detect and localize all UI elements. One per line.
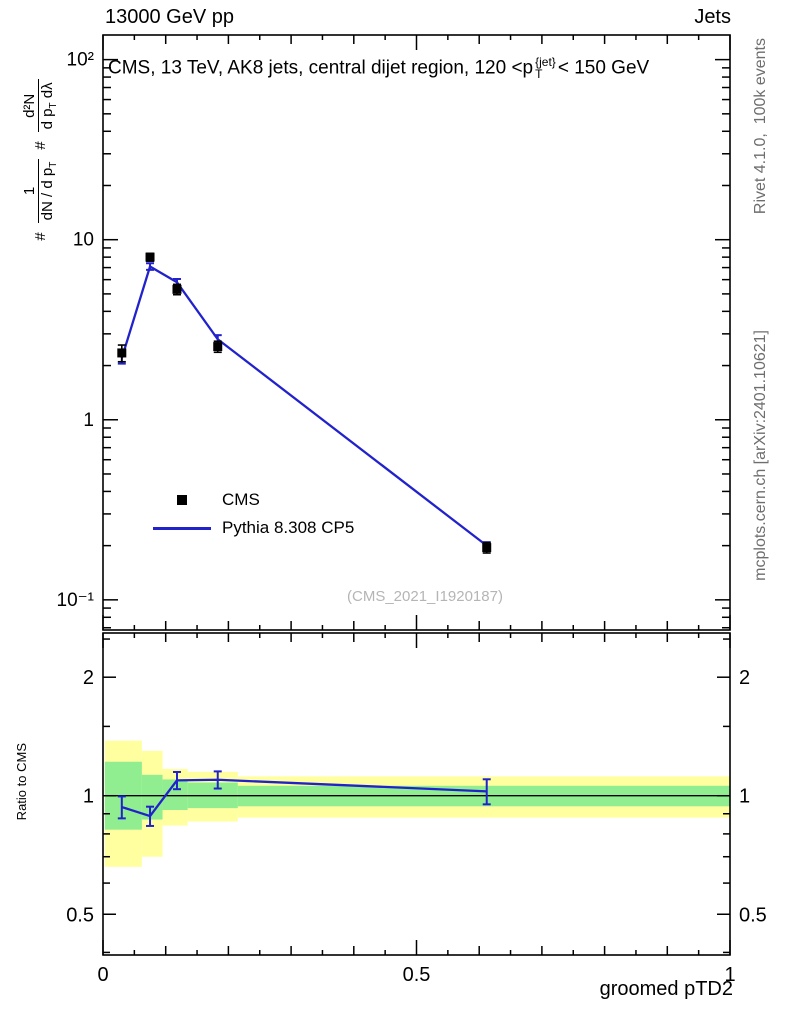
svg-text:10: 10: [73, 230, 94, 251]
svg-text:0: 0: [97, 964, 108, 986]
analysis-id-watermark: (CMS_2021_I1920187): [347, 588, 503, 605]
ylabel-frac1-den-sub: T: [47, 161, 59, 168]
ratio-series-pythia: [117, 770, 491, 827]
svg-text:2: 2: [739, 667, 750, 689]
ylabel-frac2-den-post: dλ: [38, 82, 56, 103]
svg-text:1: 1: [83, 786, 94, 808]
process-label: Jets: [694, 6, 731, 28]
svg-text:10²: 10²: [67, 50, 94, 71]
plot-title-prefix: CMS, 13 TeV, AK8 jets, central dijet reg…: [108, 57, 534, 79]
plot-title: CMS, 13 TeV, AK8 jets, central dijet reg…: [108, 55, 650, 82]
ratio-axis-label: Ratio to CMS: [14, 743, 29, 821]
svg-text:1: 1: [83, 410, 94, 431]
ylabel-fraction-1: 1 dN / d pT: [20, 158, 60, 224]
ylabel-hash-2: #: [31, 141, 49, 150]
svg-text:0.5: 0.5: [739, 904, 767, 926]
svg-text:0.5: 0.5: [403, 964, 431, 986]
rivet-version-label: Rivet 4.1.0, 100k events: [752, 38, 769, 215]
legend-marker-cell: [150, 495, 214, 505]
ylabel-frac1-den-text: dN / d p: [38, 167, 56, 221]
cms-square-marker-icon: [177, 495, 187, 505]
svg-text:2: 2: [83, 667, 94, 689]
mcplots-credit-label: mcplots.cern.ch [arXiv:2401.10621]: [752, 330, 769, 581]
ylabel-frac2-den-text: d p: [38, 108, 56, 130]
legend-label-pythia: Pythia 8.308 CP5: [222, 518, 355, 537]
pt-superscript: {jet}: [535, 55, 556, 69]
pythia-line-marker-icon: [153, 526, 211, 530]
pt-scripts: {jet} T: [535, 55, 556, 82]
ylabel-hash-1: #: [31, 232, 49, 241]
ylabel-fraction-2: d²N d pT dλ: [20, 79, 60, 133]
ylabel-frac1-denominator: dN / d pT: [37, 158, 60, 224]
legend-label-cms: CMS: [222, 490, 260, 509]
svg-text:1: 1: [739, 786, 750, 808]
ylabel-frac2-numerator: d²N: [20, 93, 38, 118]
svg-text:0.5: 0.5: [66, 904, 94, 926]
legend: CMS Pythia 8.308 CP5: [150, 486, 354, 542]
ylabel-frac2-denominator: d pT dλ: [37, 79, 60, 133]
svg-text:1: 1: [724, 964, 735, 986]
axis-ticks: [102, 35, 731, 955]
ylabel-frac2-den-sub: T: [47, 102, 59, 109]
svg-text:10⁻¹: 10⁻¹: [57, 590, 95, 611]
legend-marker-cell: [150, 526, 214, 530]
tick-labels: 10² 10 1 10⁻¹ 2 2 1 1 0.5 0.5 0 0.5 1: [57, 50, 767, 986]
plot-title-suffix: < 150 GeV: [557, 57, 650, 79]
main-series: [117, 252, 492, 554]
legend-item-pythia: Pythia 8.308 CP5: [150, 514, 354, 542]
beam-energy-label: 13000 GeV pp: [105, 6, 234, 28]
ratio-uncertainty-bands: [104, 740, 730, 867]
legend-item-cms: CMS: [150, 486, 354, 514]
x-axis-label: groomed pTD2: [599, 978, 733, 1000]
ylabel-frac1-numerator: 1: [20, 186, 38, 196]
y-axis-label: # 1 dN / d pT # d²N d pT dλ: [10, 10, 70, 310]
pt-subscript: T: [535, 67, 543, 82]
